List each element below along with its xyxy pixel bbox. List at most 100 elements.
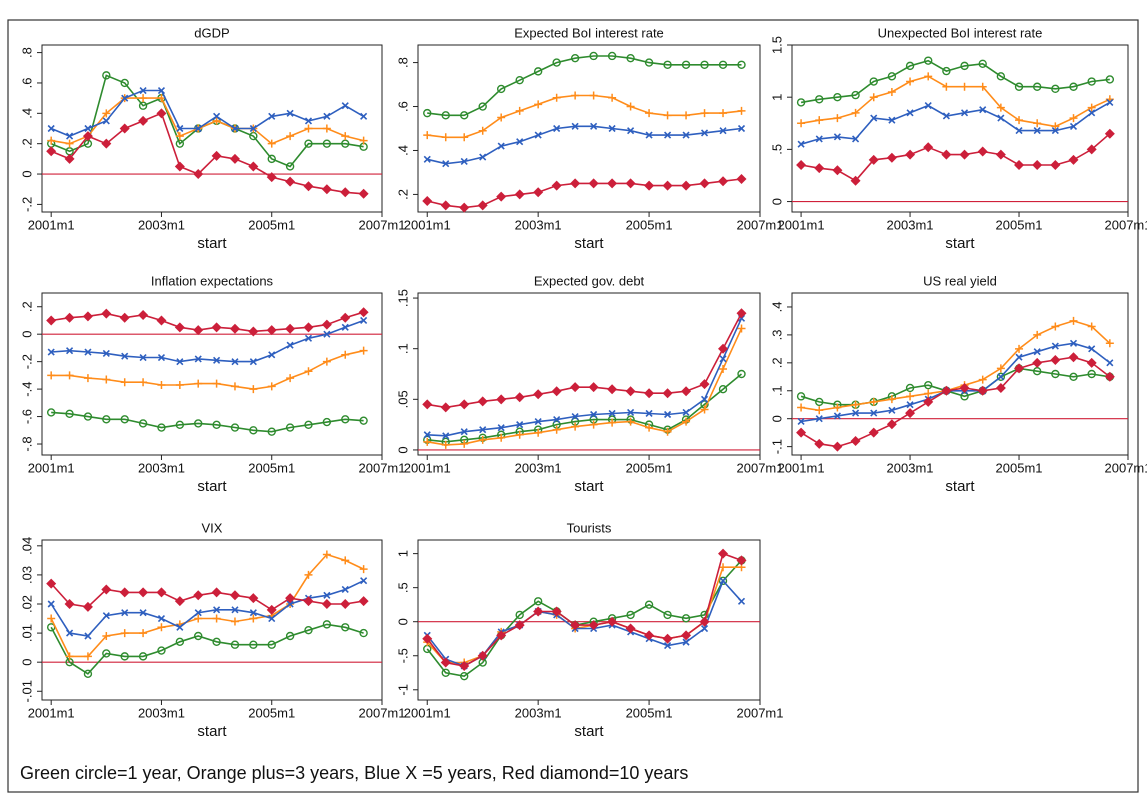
marker-circle — [552, 58, 561, 67]
series-line — [427, 94, 742, 139]
marker-plus — [83, 652, 92, 661]
marker-circle — [304, 139, 313, 148]
marker-diamond — [699, 616, 710, 627]
marker-plus — [267, 139, 276, 148]
marker-circle — [230, 423, 240, 432]
marker-x — [719, 127, 727, 135]
marker-plus — [719, 109, 728, 118]
marker-plus — [359, 346, 368, 355]
marker-diamond — [440, 200, 451, 211]
marker-diamond — [607, 616, 618, 627]
marker-x — [682, 638, 690, 646]
marker-x — [737, 124, 746, 133]
marker-circle — [681, 60, 691, 69]
marker-plus — [497, 433, 506, 442]
marker-x — [1015, 127, 1023, 135]
marker-diamond — [570, 178, 581, 189]
marker-x — [84, 632, 92, 640]
y-tick-label: .6 — [395, 101, 410, 112]
marker-plus — [1069, 316, 1078, 325]
x-tick-label: 2003m1 — [515, 217, 562, 232]
marker-x — [121, 352, 129, 360]
marker-circle — [815, 95, 824, 104]
marker-diamond — [459, 660, 470, 671]
marker-x — [139, 86, 147, 95]
marker-circle — [718, 60, 728, 69]
marker-circle — [230, 640, 240, 649]
marker-diamond — [440, 657, 451, 668]
marker-diamond — [718, 548, 729, 559]
marker-diamond — [625, 178, 636, 189]
marker-plus — [552, 93, 561, 102]
marker-x — [888, 406, 896, 414]
plot-frame — [41, 292, 383, 456]
marker-circle — [359, 628, 368, 638]
marker-circle — [83, 412, 93, 421]
marker-plus — [663, 427, 672, 436]
marker-diamond — [905, 408, 916, 419]
marker-diamond — [923, 396, 934, 407]
marker-x — [268, 112, 276, 120]
marker-plus — [157, 623, 166, 632]
marker-diamond — [64, 153, 75, 164]
panel-title: Unexpected BoI interest rate — [878, 25, 1043, 40]
marker-plus — [47, 371, 56, 380]
marker-plus — [139, 629, 148, 638]
y-tick-label: .5 — [395, 582, 410, 593]
marker-diamond — [156, 587, 167, 598]
marker-diamond — [796, 160, 807, 171]
marker-x — [102, 117, 110, 125]
marker-plus — [304, 124, 313, 133]
marker-circle — [718, 576, 728, 586]
x-tick-label: 2005m1 — [626, 705, 673, 720]
marker-diamond — [551, 606, 562, 617]
marker-plus — [267, 382, 276, 391]
marker-circle — [322, 620, 332, 629]
marker-x — [1033, 127, 1041, 135]
panel-title: Expected BoI interest rate — [514, 25, 664, 40]
marker-x — [888, 116, 896, 124]
series-line — [426, 552, 742, 667]
marker-diamond — [607, 384, 618, 395]
marker-circle — [515, 75, 524, 85]
y-tick-label: -.8 — [19, 436, 34, 451]
marker-x — [627, 127, 635, 135]
marker-diamond — [977, 146, 988, 157]
marker-x — [645, 131, 653, 139]
marker-diamond — [156, 315, 167, 326]
marker-x — [700, 624, 709, 633]
marker-diamond — [266, 604, 277, 615]
marker-x — [249, 609, 257, 617]
marker-x — [84, 348, 92, 356]
y-tick-label: 0 — [769, 415, 784, 422]
marker-x — [815, 415, 823, 423]
marker-diamond — [358, 307, 369, 318]
marker-plus — [286, 132, 295, 141]
plot-frame — [791, 44, 1129, 213]
y-tick-label: -.1 — [769, 439, 784, 454]
marker-diamond — [995, 382, 1006, 393]
x-tick-label: 2007m1 — [737, 217, 784, 232]
marker-plus — [322, 357, 331, 366]
marker-plus — [851, 108, 860, 117]
marker-plus — [626, 102, 635, 111]
marker-x — [1015, 353, 1023, 361]
marker-circle — [304, 420, 313, 429]
marker-x — [682, 131, 690, 139]
marker-x — [682, 408, 690, 417]
marker-circle — [212, 637, 221, 647]
marker-circle — [700, 60, 709, 69]
y-tick-label: .15 — [395, 289, 410, 307]
marker-x — [423, 155, 431, 163]
marker-diamond — [625, 386, 636, 397]
marker-diamond — [477, 650, 488, 661]
marker-diamond — [496, 394, 507, 405]
marker-plus — [797, 119, 806, 128]
marker-diamond — [588, 178, 599, 189]
x-tick-label: 2001m1 — [28, 460, 75, 475]
marker-circle — [267, 427, 276, 436]
panel-title: Expected gov. debt — [534, 273, 645, 288]
marker-circle — [942, 66, 951, 76]
x-axis-label: start — [574, 723, 604, 740]
marker-x — [700, 129, 709, 137]
